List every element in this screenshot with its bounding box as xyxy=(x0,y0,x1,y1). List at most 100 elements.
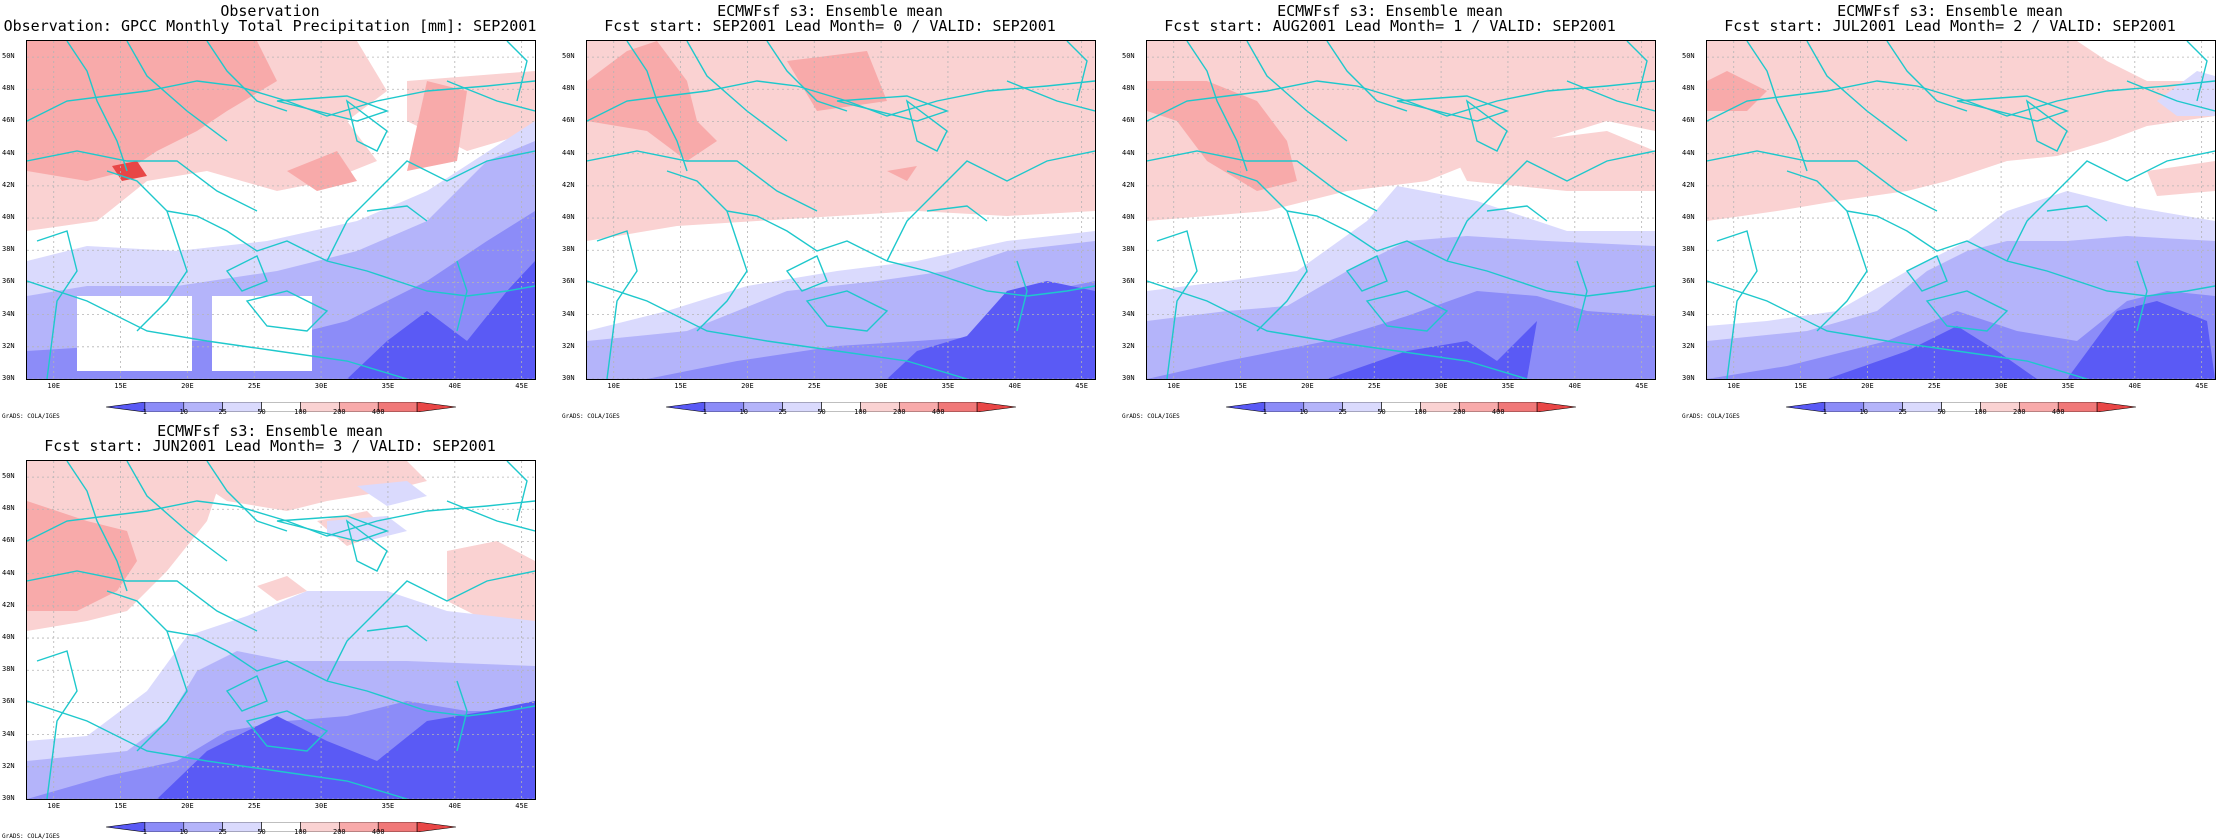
colorbar-segment xyxy=(1264,401,1305,413)
lat-tick-label: 32N xyxy=(2,341,15,350)
lon-tick-label: 30E xyxy=(314,802,328,810)
colorbar-segment xyxy=(1785,401,1826,413)
precip-contour xyxy=(587,41,1095,241)
lon-tick-label: 45E xyxy=(1635,382,1648,390)
colorbar-label: 200 xyxy=(1453,408,1466,416)
colorbar-label: 400 xyxy=(371,828,385,836)
lat-tick-label: 34N xyxy=(1682,309,1695,318)
lat-tick-label: 44N xyxy=(1682,148,1695,157)
coastline xyxy=(1016,260,1028,332)
colorbar-label: 10 xyxy=(179,408,188,416)
lon-tick-label: 40E xyxy=(448,802,462,810)
coastline xyxy=(886,150,1095,262)
lon-tick-label: 25E xyxy=(247,802,261,810)
lon-tick-label: 20E xyxy=(181,382,194,390)
colorbar-segment xyxy=(222,401,262,413)
colorbar-segment xyxy=(704,401,745,413)
colorbar-label: 50 xyxy=(257,828,266,836)
colorbar-label: 200 xyxy=(333,828,346,836)
coastline xyxy=(1246,41,1348,142)
precip-contour xyxy=(887,281,1095,379)
coastline xyxy=(1846,210,2215,297)
colorbar-segment xyxy=(183,401,223,413)
precipitation-map xyxy=(1706,40,2216,380)
coastline xyxy=(1446,150,1655,262)
precip-contour xyxy=(257,576,307,601)
colorbar-segment xyxy=(665,401,706,413)
lat-tick-label: 30N xyxy=(2,374,15,382)
precip-contour xyxy=(447,541,535,621)
colorbar-label: 400 xyxy=(2051,408,2065,416)
coastline xyxy=(126,41,228,142)
lat-tick-label: 32N xyxy=(1682,341,1695,350)
coastline xyxy=(1566,80,1655,112)
coastline xyxy=(206,461,288,532)
panel-subtitle: Fcst start: AUG2001 Lead Month= 1 / VALI… xyxy=(1164,17,1616,35)
coastline xyxy=(366,625,428,642)
lat-tick-label: 38N xyxy=(562,245,575,254)
lat-tick-label: 50N xyxy=(2,52,15,61)
coastline xyxy=(1576,260,1588,332)
precip-contour xyxy=(77,296,192,371)
coastline xyxy=(1326,41,1408,112)
coastline xyxy=(686,41,788,142)
precip-contour xyxy=(2147,161,2215,196)
lat-tick-label: 34N xyxy=(1122,309,1135,318)
lat-tick-label: 40N xyxy=(2,213,15,222)
lat-tick-label: 46N xyxy=(1122,116,1135,125)
coastline xyxy=(1006,80,1095,112)
colorbar-label: 100 xyxy=(1974,408,1987,416)
panel-subtitle: Fcst start: JUL2001 Lead Month= 2 / VALI… xyxy=(1724,17,2176,35)
colorbar-label: 1 xyxy=(142,828,147,836)
coastline xyxy=(2126,80,2215,112)
colorbar-segment xyxy=(144,821,185,833)
colorbar-segment xyxy=(1863,401,1903,413)
precipitation-map xyxy=(26,460,536,800)
colorbar-segment xyxy=(105,401,146,413)
lat-tick-label: 38N xyxy=(1682,245,1695,254)
precip-contour xyxy=(1327,321,1537,379)
precip-contour xyxy=(587,41,717,161)
colorbar-segment xyxy=(105,821,146,833)
coastline xyxy=(2186,41,2208,102)
lon-tick-label: 40E xyxy=(1568,382,1582,390)
lat-tick-label: 50N xyxy=(562,52,575,61)
lat-tick-label: 42N xyxy=(2,180,15,189)
colorbar-segment xyxy=(2096,401,2137,413)
coastline xyxy=(1707,280,2088,379)
lat-tick-label: 44N xyxy=(2,568,15,577)
lat-tick-label: 42N xyxy=(562,180,575,189)
coastline xyxy=(1186,41,1248,172)
coastline xyxy=(726,210,1095,297)
coastline xyxy=(1925,290,2009,332)
lat-tick-label: 48N xyxy=(1122,84,1135,93)
coastline xyxy=(1786,170,1868,332)
lat-tick-label: 40N xyxy=(1122,213,1135,222)
coastline xyxy=(27,570,258,632)
lon-tick-label: 20E xyxy=(1301,382,1314,390)
lat-tick-label: 46N xyxy=(1682,116,1695,125)
panel-subtitle: Observation: GPCC Monthly Total Precipit… xyxy=(3,17,537,35)
lat-tick-label: 36N xyxy=(2,697,15,706)
lat-tick-label: 30N xyxy=(1682,374,1695,382)
coastline xyxy=(456,260,468,332)
coastline xyxy=(245,710,329,752)
lat-tick-label: 46N xyxy=(2,536,15,545)
grads-credit: GrADS: COLA/IGES xyxy=(1122,413,1180,420)
coastline xyxy=(1156,230,1198,379)
lon-tick-label: 35E xyxy=(381,802,395,810)
coastline xyxy=(506,461,528,522)
coastline xyxy=(2025,99,2068,152)
lat-tick-label: 46N xyxy=(562,116,575,125)
coastline xyxy=(245,290,329,332)
map-panel: ECMWFsf s3: Ensemble mean Fcst start: JUN… xyxy=(0,420,540,840)
precip-contour xyxy=(27,41,277,181)
colorbar-label: 50 xyxy=(1937,408,1946,416)
coastline xyxy=(587,280,968,379)
colorbar-label: 50 xyxy=(1377,408,1386,416)
colorbar-label: 1 xyxy=(1822,408,1827,416)
coastline xyxy=(785,255,828,292)
lon-tick-label: 10E xyxy=(607,382,621,390)
lat-tick-label: 44N xyxy=(1122,148,1135,157)
coastline xyxy=(1396,95,1510,122)
